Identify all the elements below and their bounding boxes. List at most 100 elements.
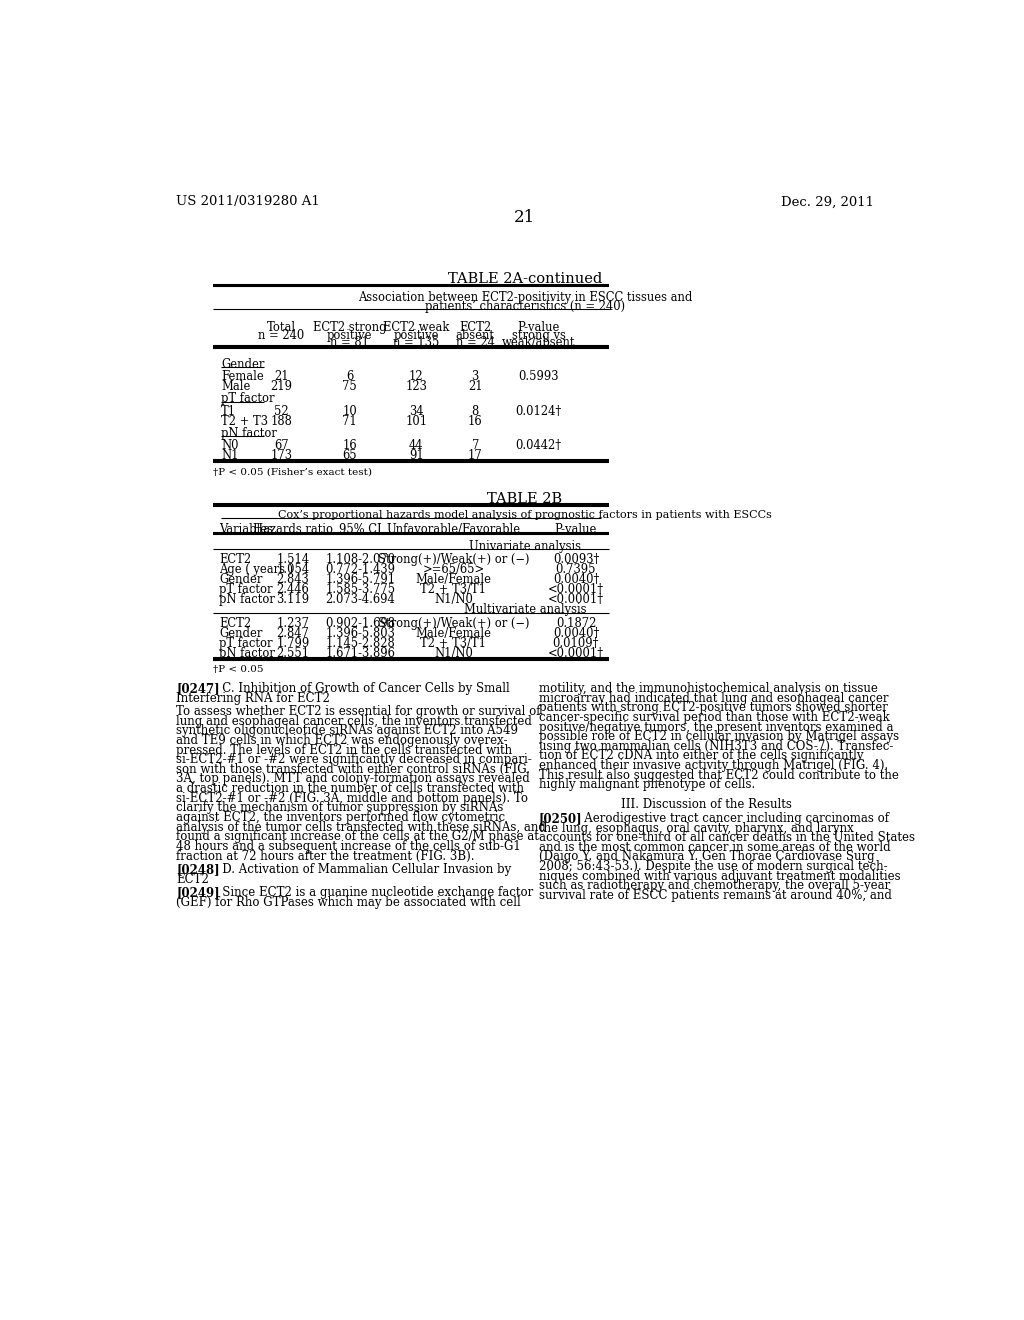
Text: 101: 101	[406, 414, 427, 428]
Text: 52: 52	[274, 405, 289, 418]
Text: 1.054: 1.054	[276, 564, 309, 577]
Text: strong vs: strong vs	[512, 329, 565, 342]
Text: 21: 21	[514, 209, 536, 226]
Text: Male/Female: Male/Female	[416, 573, 492, 586]
Text: against ECT2, the inventors performed flow cytometric: against ECT2, the inventors performed fl…	[176, 810, 505, 824]
Text: positive/negative tumors, the present inventors examined a: positive/negative tumors, the present in…	[539, 721, 893, 734]
Text: †P < 0.05 (Fisher’s exact test): †P < 0.05 (Fisher’s exact test)	[213, 467, 373, 477]
Text: 0.772-1.439: 0.772-1.439	[326, 564, 395, 577]
Text: 0.0109†: 0.0109†	[553, 638, 599, 651]
Text: Univariate analysis: Univariate analysis	[469, 540, 581, 553]
Text: ECT2: ECT2	[459, 321, 492, 334]
Text: positive: positive	[393, 329, 439, 342]
Text: [0247]: [0247]	[176, 682, 220, 696]
Text: N1: N1	[221, 449, 239, 462]
Text: 0.0124†: 0.0124†	[516, 405, 562, 418]
Text: TABLE 2A-continued: TABLE 2A-continued	[447, 272, 602, 286]
Text: Association between ECT2-positivity in ESCC tissues and: Association between ECT2-positivity in E…	[357, 290, 692, 304]
Text: 2.073-4.694: 2.073-4.694	[326, 594, 395, 606]
Text: 123: 123	[406, 380, 427, 393]
Text: Male/Female: Male/Female	[416, 627, 492, 640]
Text: Strong(+)/Weak(+) or (−): Strong(+)/Weak(+) or (−)	[378, 618, 529, 631]
Text: Gender: Gender	[219, 573, 263, 586]
Text: N0: N0	[221, 440, 239, 453]
Text: C. Inhibition of Growth of Cancer Cells by Small: C. Inhibition of Growth of Cancer Cells …	[211, 682, 509, 696]
Text: [0248]: [0248]	[176, 863, 220, 876]
Text: 65: 65	[342, 449, 357, 462]
Text: 2.843: 2.843	[276, 573, 309, 586]
Text: highly malignant phenotype of cells.: highly malignant phenotype of cells.	[539, 779, 755, 791]
Text: Since ECT2 is a guanine nucleotide exchange factor: Since ECT2 is a guanine nucleotide excha…	[211, 886, 532, 899]
Text: 10: 10	[342, 405, 357, 418]
Text: †P < 0.05: †P < 0.05	[213, 665, 264, 675]
Text: 0.0442†: 0.0442†	[516, 440, 562, 453]
Text: enhanced their invasive activity through Matrigel (FIG. 4).: enhanced their invasive activity through…	[539, 759, 888, 772]
Text: 1.237: 1.237	[276, 618, 309, 631]
Text: Gender: Gender	[221, 358, 264, 371]
Text: niques combined with various adjuvant treatment modalities: niques combined with various adjuvant tr…	[539, 870, 900, 883]
Text: 21: 21	[468, 380, 482, 393]
Text: ECT2: ECT2	[219, 618, 252, 631]
Text: a drastic reduction in the number of cells transfected with: a drastic reduction in the number of cel…	[176, 781, 524, 795]
Text: <0.0001†: <0.0001†	[548, 647, 604, 660]
Text: 12: 12	[409, 370, 424, 383]
Text: 0.0093†: 0.0093†	[553, 553, 599, 566]
Text: synthetic oligonucleotide siRNAs against ECT2 into A549: synthetic oligonucleotide siRNAs against…	[176, 725, 518, 738]
Text: T2 + T3/T1: T2 + T3/T1	[421, 583, 486, 597]
Text: Gender: Gender	[219, 627, 263, 640]
Text: 34: 34	[409, 405, 424, 418]
Text: <0.0001†: <0.0001†	[548, 583, 604, 597]
Text: Variables: Variables	[219, 523, 273, 536]
Text: D. Activation of Mammalian Cellular Invasion by: D. Activation of Mammalian Cellular Inva…	[211, 863, 511, 876]
Text: N1/N0: N1/N0	[434, 647, 473, 660]
Text: son with those transfected with either control siRNAs (FIG.: son with those transfected with either c…	[176, 763, 530, 776]
Text: pN factor: pN factor	[221, 428, 276, 440]
Text: absent: absent	[456, 329, 495, 342]
Text: patients with strong ECT2-positive tumors showed shorter: patients with strong ECT2-positive tumor…	[539, 701, 888, 714]
Text: 71: 71	[342, 414, 357, 428]
Text: 1.396-5.791: 1.396-5.791	[326, 573, 395, 586]
Text: ECT2 weak: ECT2 weak	[383, 321, 450, 334]
Text: clarify the mechanism of tumor suppression by siRNAs: clarify the mechanism of tumor suppressi…	[176, 801, 504, 814]
Text: 2.551: 2.551	[276, 647, 309, 660]
Text: pT factor: pT factor	[219, 638, 273, 651]
Text: cancer-specific survival period than those with ECT2-weak: cancer-specific survival period than tho…	[539, 711, 890, 723]
Text: found a significant increase of the cells at the G2/M phase at: found a significant increase of the cell…	[176, 830, 539, 843]
Text: 219: 219	[270, 380, 293, 393]
Text: n = 240: n = 240	[258, 329, 304, 342]
Text: P-value: P-value	[555, 523, 597, 536]
Text: 95% CI: 95% CI	[339, 523, 382, 536]
Text: possible role of ECT2 in cellular invasion by Matrigel assays: possible role of ECT2 in cellular invasi…	[539, 730, 899, 743]
Text: Interfering RNA for ECT2: Interfering RNA for ECT2	[176, 692, 330, 705]
Text: Hazards ratio: Hazards ratio	[253, 523, 333, 536]
Text: pN factor: pN factor	[219, 647, 275, 660]
Text: Multivariate analysis: Multivariate analysis	[464, 603, 586, 616]
Text: 0.7395: 0.7395	[556, 564, 596, 577]
Text: pT factor: pT factor	[221, 392, 274, 405]
Text: N1/N0: N1/N0	[434, 594, 473, 606]
Text: 48 hours and a subsequent increase of the cells of sub-G1: 48 hours and a subsequent increase of th…	[176, 840, 521, 853]
Text: 2.446: 2.446	[276, 583, 309, 597]
Text: Age ( years ): Age ( years )	[219, 564, 294, 577]
Text: accounts for one-third of all cancer deaths in the United States: accounts for one-third of all cancer dea…	[539, 832, 914, 845]
Text: patients’ characteristics (n = 240): patients’ characteristics (n = 240)	[425, 300, 625, 313]
Text: Aerodigestive tract cancer including carcinomas of: Aerodigestive tract cancer including car…	[573, 812, 889, 825]
Text: 16: 16	[468, 414, 482, 428]
Text: 0.0040†: 0.0040†	[553, 573, 599, 586]
Text: pN factor: pN factor	[219, 594, 275, 606]
Text: weak/absent: weak/absent	[502, 337, 575, 350]
Text: analysis of the tumor cells transfected with these siRNAs, and: analysis of the tumor cells transfected …	[176, 821, 546, 834]
Text: 3A, top panels). MTT and colony-formation assays revealed: 3A, top panels). MTT and colony-formatio…	[176, 772, 529, 785]
Text: [0249]: [0249]	[176, 886, 220, 899]
Text: fraction at 72 hours after the treatment (FIG. 3B).: fraction at 72 hours after the treatment…	[176, 850, 474, 862]
Text: T2 + T3: T2 + T3	[221, 414, 268, 428]
Text: 8: 8	[472, 405, 479, 418]
Text: microarray had indicated that lung and esophageal cancer: microarray had indicated that lung and e…	[539, 692, 888, 705]
Text: 1.145-2.828: 1.145-2.828	[326, 638, 395, 651]
Text: n = 81: n = 81	[330, 337, 369, 350]
Text: 1.514: 1.514	[276, 553, 309, 566]
Text: using two mammalian cells (NIH3T3 and COS-7). Transfec-: using two mammalian cells (NIH3T3 and CO…	[539, 739, 893, 752]
Text: 0.902-1.698: 0.902-1.698	[326, 618, 395, 631]
Text: the lung, esophagus, oral cavity, pharynx, and larynx: the lung, esophagus, oral cavity, pharyn…	[539, 821, 853, 834]
Text: 3.119: 3.119	[276, 594, 309, 606]
